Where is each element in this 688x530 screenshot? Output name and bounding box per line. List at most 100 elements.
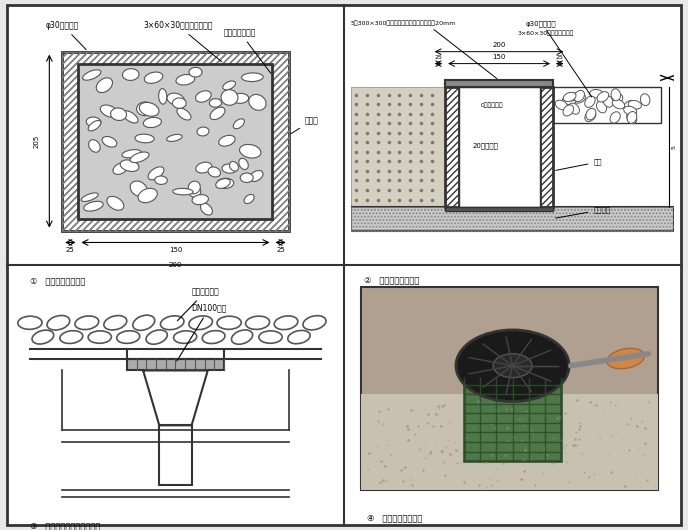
Text: 150: 150 (169, 247, 182, 253)
Ellipse shape (155, 176, 167, 184)
Ellipse shape (493, 354, 532, 377)
Text: ③   室外蓄水地漏安装大样图: ③ 室外蓄水地漏安装大样图 (30, 521, 100, 530)
Ellipse shape (83, 70, 101, 80)
Bar (62, 51, 289, 231)
Ellipse shape (96, 78, 113, 93)
Ellipse shape (219, 135, 235, 146)
Ellipse shape (104, 315, 127, 330)
Ellipse shape (223, 81, 235, 90)
Ellipse shape (122, 149, 142, 158)
Ellipse shape (541, 92, 550, 102)
Ellipse shape (444, 81, 455, 90)
Ellipse shape (210, 107, 225, 120)
Ellipse shape (81, 193, 98, 201)
Bar (553, 87, 660, 123)
Ellipse shape (476, 87, 486, 97)
Ellipse shape (176, 75, 195, 85)
Ellipse shape (197, 127, 209, 136)
Text: ④   绿地排水口示意图: ④ 绿地排水口示意图 (367, 514, 422, 523)
Ellipse shape (122, 69, 139, 81)
Text: 25: 25 (66, 247, 75, 253)
Ellipse shape (111, 108, 127, 120)
Ellipse shape (102, 137, 117, 147)
Text: 200: 200 (493, 42, 506, 48)
Ellipse shape (607, 348, 645, 369)
Ellipse shape (603, 95, 613, 107)
Ellipse shape (563, 96, 576, 105)
Bar (351, 207, 674, 231)
Ellipse shape (239, 158, 248, 170)
Ellipse shape (130, 181, 147, 197)
Text: 200: 200 (169, 261, 182, 268)
Bar (539, 87, 553, 207)
Bar (464, 377, 561, 461)
Ellipse shape (563, 105, 574, 116)
Ellipse shape (173, 98, 186, 108)
Ellipse shape (200, 203, 213, 215)
Text: 砾岩: 砾岩 (556, 159, 602, 170)
Ellipse shape (135, 134, 154, 143)
Bar (459, 87, 539, 207)
Ellipse shape (89, 140, 100, 152)
Bar (445, 87, 459, 207)
Ellipse shape (143, 118, 162, 128)
Bar (361, 394, 658, 490)
Ellipse shape (216, 179, 230, 188)
Ellipse shape (628, 100, 641, 109)
Ellipse shape (75, 316, 98, 330)
Ellipse shape (585, 111, 596, 121)
Ellipse shape (239, 144, 261, 158)
Ellipse shape (189, 67, 202, 77)
Ellipse shape (574, 90, 585, 102)
Text: 0厚防水砂浆: 0厚防水砂浆 (480, 102, 503, 108)
Ellipse shape (230, 162, 239, 171)
Ellipse shape (585, 96, 595, 108)
Text: 205: 205 (34, 135, 39, 148)
Ellipse shape (275, 316, 298, 330)
Ellipse shape (138, 188, 158, 202)
Ellipse shape (148, 167, 164, 180)
Ellipse shape (597, 92, 609, 102)
Ellipse shape (555, 100, 568, 110)
Ellipse shape (217, 316, 241, 329)
Bar (127, 358, 224, 370)
Text: 置置黑色砾石: 置置黑色砾石 (178, 287, 219, 321)
Ellipse shape (596, 101, 607, 113)
Ellipse shape (88, 120, 101, 131)
Ellipse shape (288, 330, 310, 344)
Text: 5: 5 (671, 145, 676, 149)
Ellipse shape (120, 160, 139, 172)
Text: ①   砾石蓄水口平面图: ① 砾石蓄水口平面图 (30, 276, 85, 285)
Bar (160, 425, 191, 485)
Ellipse shape (447, 90, 458, 99)
Ellipse shape (167, 93, 184, 105)
Ellipse shape (86, 117, 101, 127)
Ellipse shape (530, 90, 539, 100)
Ellipse shape (189, 187, 201, 197)
Ellipse shape (612, 94, 623, 105)
Ellipse shape (232, 93, 248, 103)
Text: DN100地漏: DN100地漏 (177, 304, 227, 361)
Ellipse shape (117, 331, 140, 343)
Ellipse shape (231, 330, 252, 345)
Ellipse shape (173, 331, 197, 343)
Text: 3×60×30热镀锌角钢过框: 3×60×30热镀锌角钢过框 (518, 30, 574, 36)
Text: 25: 25 (435, 55, 442, 60)
Ellipse shape (122, 111, 138, 123)
Ellipse shape (493, 87, 504, 96)
Bar (361, 287, 658, 490)
Ellipse shape (624, 100, 636, 110)
Ellipse shape (586, 108, 596, 120)
Ellipse shape (130, 152, 149, 163)
Ellipse shape (195, 91, 211, 102)
Ellipse shape (107, 197, 124, 210)
Ellipse shape (569, 103, 579, 114)
Ellipse shape (166, 135, 182, 142)
Ellipse shape (217, 178, 234, 189)
Ellipse shape (113, 163, 127, 174)
Ellipse shape (159, 89, 166, 104)
Ellipse shape (641, 94, 650, 105)
Text: ②   砾石蓄水口剖面图: ② 砾石蓄水口剖面图 (365, 276, 420, 285)
Ellipse shape (240, 173, 253, 182)
Ellipse shape (47, 315, 69, 330)
